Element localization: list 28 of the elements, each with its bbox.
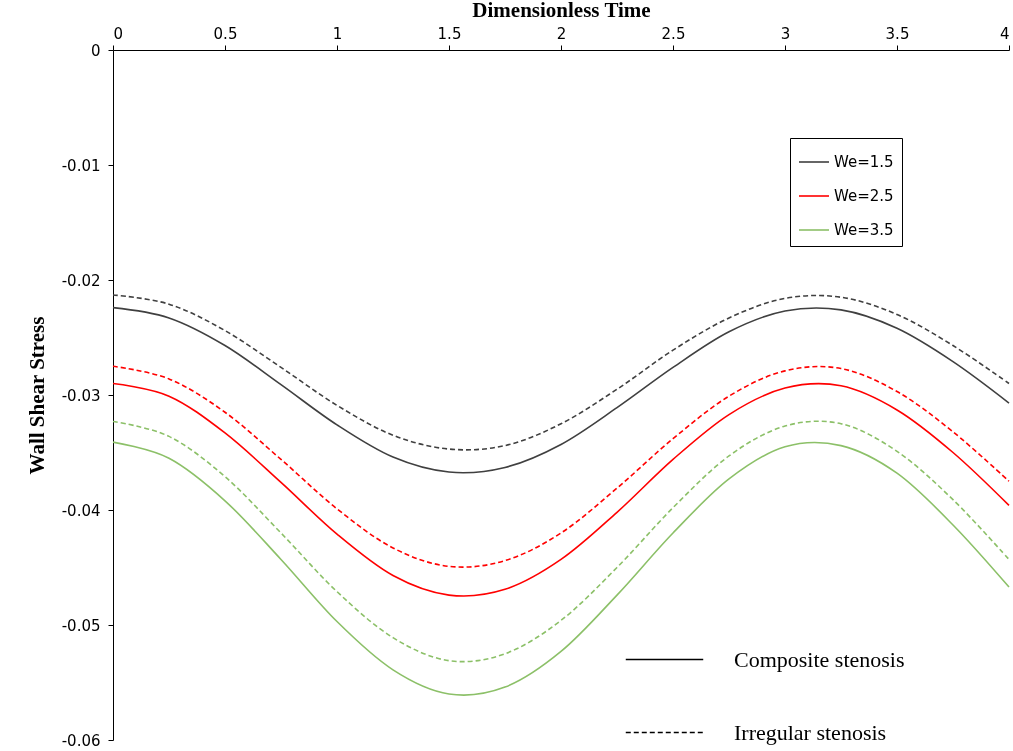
legend-label: We=1.5 bbox=[834, 153, 894, 171]
x-tick-label: 3 bbox=[780, 24, 791, 43]
line-series bbox=[112, 441, 1010, 696]
x-tick-label: 0.5 bbox=[213, 24, 238, 43]
x-tick-label: 0 bbox=[113, 24, 124, 43]
y-tick-label: -0.03 bbox=[61, 386, 101, 405]
y-tick-label: -0.01 bbox=[61, 156, 101, 175]
line-series bbox=[112, 365, 1010, 568]
annotation: Composite stenosis bbox=[734, 646, 905, 672]
x-tick-label: 4 bbox=[999, 24, 1010, 43]
x-tick-label: 1.5 bbox=[437, 24, 462, 43]
x-tick-label: 1 bbox=[332, 24, 343, 43]
y-tick-label: -0.05 bbox=[61, 616, 101, 635]
x-tick-label: 2.5 bbox=[661, 24, 686, 43]
x-tick-label: 3.5 bbox=[885, 24, 910, 43]
x-tick-label: 2 bbox=[556, 24, 567, 43]
annotation: Irregular stenosis bbox=[734, 719, 887, 745]
line-series bbox=[112, 294, 1010, 451]
y-tick-label: -0.02 bbox=[61, 271, 101, 290]
y-axis-title: Wall Shear Stress bbox=[24, 316, 49, 475]
y-tick-label: 0 bbox=[90, 41, 101, 60]
y-tick-label: -0.06 bbox=[61, 731, 101, 750]
line-series bbox=[112, 382, 1010, 597]
legend-label: We=3.5 bbox=[834, 221, 894, 239]
legend-label: We=2.5 bbox=[834, 187, 894, 205]
x-axis-title: Dimensionless Time bbox=[472, 0, 651, 22]
y-tick-label: -0.04 bbox=[61, 501, 101, 520]
line-series bbox=[112, 306, 1010, 474]
